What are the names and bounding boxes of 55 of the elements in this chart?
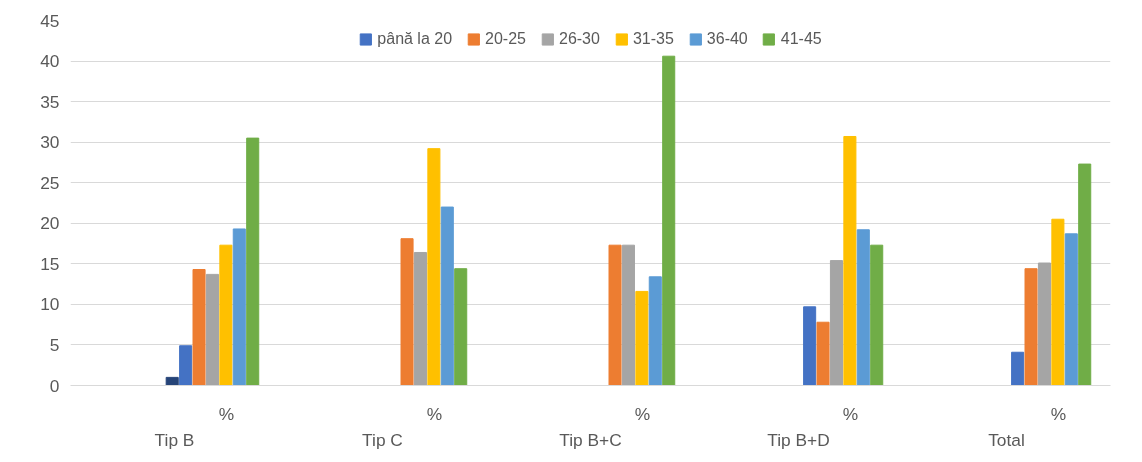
x-tick-label: Total — [988, 429, 1025, 450]
bar — [816, 321, 830, 386]
bar — [856, 229, 870, 386]
legend-label: 31-35 — [632, 30, 674, 48]
bar — [608, 244, 622, 386]
bar — [1064, 233, 1078, 386]
y-tick-label: 5 — [49, 334, 60, 355]
bar — [803, 306, 817, 386]
x-tick-label: Tip C — [362, 429, 403, 450]
text: % — [426, 403, 443, 424]
bar — [662, 55, 676, 386]
bar — [1051, 218, 1065, 386]
bar — [635, 290, 649, 386]
y-tick-label: 15 — [40, 253, 60, 274]
y-tick-label: 25 — [40, 172, 60, 193]
bar — [454, 268, 468, 386]
text: % — [634, 403, 651, 424]
bar — [219, 244, 233, 386]
bar — [1037, 262, 1051, 386]
bar — [1024, 268, 1038, 386]
x-tick-label: Tip B — [154, 429, 195, 450]
text: % — [1050, 403, 1067, 424]
bar — [179, 345, 193, 386]
y-tick-label: 35 — [40, 91, 60, 112]
bar — [413, 251, 427, 386]
y-tick-label: 40 — [40, 51, 60, 72]
y-tick-label: 20 — [40, 213, 60, 234]
x-tick-label: Tip B+D — [767, 429, 830, 450]
legend-label: 36-40 — [706, 30, 748, 48]
y-tick-label: 30 — [40, 132, 60, 153]
bar — [621, 244, 635, 386]
x-tick-label: Tip B+C — [559, 429, 622, 450]
bar — [427, 148, 441, 386]
bar — [246, 137, 260, 386]
y-tick-label: 10 — [40, 294, 60, 315]
text: % — [842, 403, 859, 424]
legend-label: 41-45 — [780, 30, 822, 48]
bar — [1078, 163, 1092, 386]
legend-label: 20-25 — [485, 30, 526, 48]
bar — [843, 135, 857, 386]
bar — [829, 260, 843, 386]
bar — [400, 238, 414, 386]
bar — [440, 206, 454, 386]
bar — [232, 228, 246, 386]
bar — [192, 269, 206, 386]
y-tick-label: 0 — [49, 375, 60, 396]
text: % — [218, 403, 235, 424]
bar — [1011, 351, 1025, 386]
bar — [205, 273, 219, 386]
legend-label: 26-30 — [558, 30, 600, 48]
legend-label: până la 20 — [377, 30, 453, 48]
bar — [165, 376, 179, 386]
bar — [870, 244, 884, 386]
bar — [648, 276, 662, 386]
y-tick-label: 45 — [40, 10, 60, 31]
